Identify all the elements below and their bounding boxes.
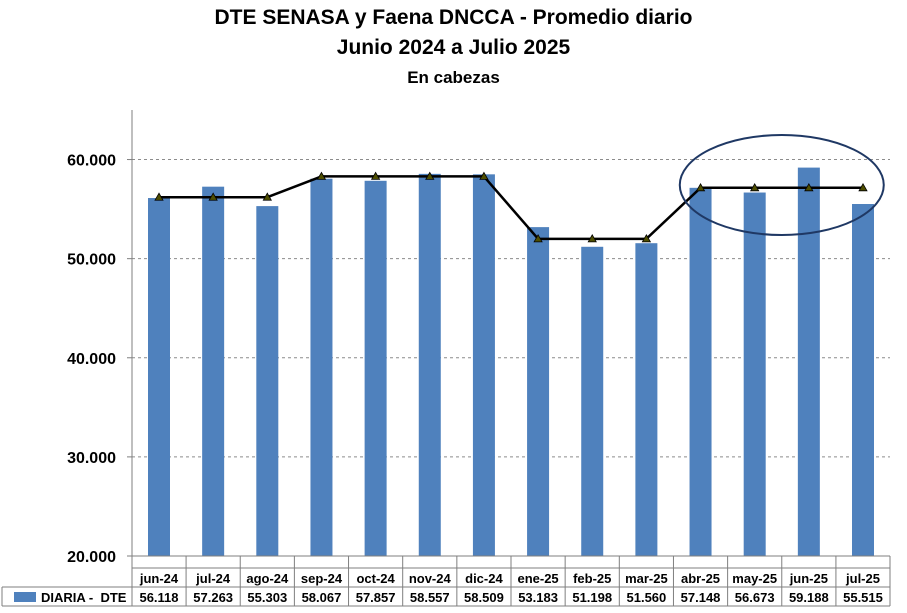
data-label: 56.118 [139,590,178,605]
line-marker [858,182,868,192]
highlight-ellipse [678,134,885,236]
y-tick-label: 50.000 [67,252,116,269]
chart-title: DTE SENASA y Faena DNCCA - Promedio diar… [214,6,693,29]
line-marker [587,234,597,243]
x-tick-label: nov-24 [409,571,452,586]
y-tick-label: 30.000 [67,450,116,467]
x-tick-label: sep-24 [301,571,343,586]
bar [852,204,874,556]
data-label: 57.263 [193,590,233,605]
bar [581,246,604,556]
bar [472,174,495,557]
bar [256,206,279,557]
chart-subtitle: Junio 2024 a Julio 2025 [336,36,571,59]
chart-subtitle-units: En cabezas [407,68,500,87]
x-tick-label: oct-24 [356,571,395,586]
bar [418,173,441,556]
line-marker [425,171,435,180]
data-label: 59.188 [789,590,829,605]
x-tick-label: jun-25 [789,571,828,586]
legend-swatch [14,592,36,602]
bar [797,167,820,556]
y-tick-label: 40.000 [67,351,116,368]
bar [202,186,225,557]
line-marker [208,192,218,201]
series-line [159,175,863,241]
bar [148,198,170,556]
bar [310,178,333,556]
x-tick-label: may-25 [732,571,777,586]
data-label: 58.509 [464,590,504,605]
data-label: 51.198 [572,590,612,605]
bar [743,192,766,556]
data-label: 57.148 [681,590,721,605]
x-tick-label: dic-24 [465,571,503,586]
legend-label: DIARIA - DTE [41,590,127,605]
data-label: 51.560 [627,590,667,605]
line-marker [804,182,814,192]
line-marker [533,234,543,243]
data-label: 58.067 [302,590,342,605]
x-tick-label: feb-25 [573,571,611,586]
x-tick-label: jul-24 [195,571,231,586]
data-label: 55.515 [843,590,883,605]
line-marker [479,171,489,180]
line-marker [370,171,381,180]
line-marker [316,171,327,180]
x-tick-label: ene-25 [517,571,558,586]
line-marker [154,192,164,201]
line-marker [641,234,652,243]
data-label: 58.557 [410,590,450,605]
line-marker [262,192,272,201]
bar [689,187,712,556]
x-tick-label: abr-25 [681,571,720,586]
data-label: 53.183 [518,590,558,605]
bar [635,243,658,557]
y-tick-label: 20.000 [67,549,116,566]
data-label: 56.673 [735,590,775,605]
data-label: 57.857 [356,590,396,605]
data-label: 55.303 [247,590,287,605]
bar [364,180,387,557]
x-tick-label: ago-24 [246,571,289,586]
bar [527,227,550,556]
x-tick-label: jun-24 [139,571,179,586]
x-tick-label: jul-25 [845,571,880,586]
x-tick-label: mar-25 [625,571,668,586]
line-marker [750,182,760,192]
y-tick-label: 60.000 [67,153,116,170]
line-marker [695,182,706,192]
